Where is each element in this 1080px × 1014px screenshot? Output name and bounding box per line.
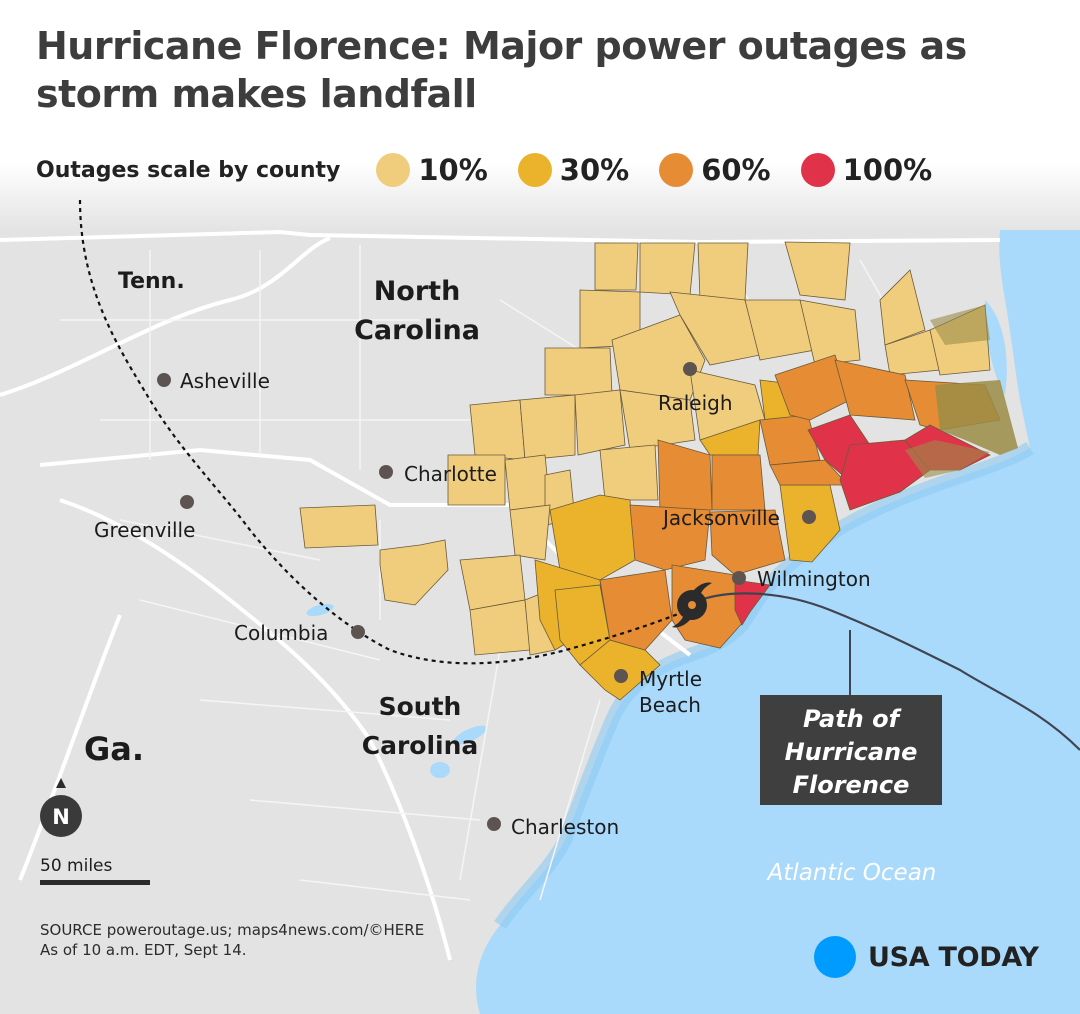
counties-10pct (299, 241, 991, 656)
greenville-marker (180, 495, 194, 509)
jacksonville-marker (802, 510, 816, 524)
legend-label: Outages scale by county (36, 157, 341, 183)
south-carolina-label-line1: South (379, 692, 462, 721)
city-labels: Asheville Greenville Charlotte Raleigh J… (94, 369, 871, 839)
legend-value-60: 60% (701, 153, 771, 187)
atlantic-ocean-label: Atlantic Ocean (766, 860, 937, 886)
hurricane-icon (672, 582, 712, 628)
north-arrow: N (40, 778, 82, 837)
columbia-label: Columbia (234, 621, 328, 645)
jacksonville-label: Jacksonville (661, 506, 780, 530)
myrtle-beach-marker (614, 669, 628, 683)
charleston-marker (487, 817, 501, 831)
tenn-label: Tenn. (118, 269, 185, 294)
charleston-label: Charleston (511, 815, 619, 839)
charlotte-marker (379, 465, 393, 479)
state-labels: Tenn. North Carolina South Carolina Ga. (84, 269, 480, 768)
title-line2: storm makes landfall (36, 72, 477, 116)
city-markers (157, 362, 816, 831)
georgia-label: Ga. (84, 730, 144, 768)
charlotte-label: Charlotte (404, 462, 497, 486)
path-label-box: Path of Hurricane Florence (760, 695, 942, 805)
legend-value-30: 30% (559, 153, 630, 187)
brand-text: USA TODAY (868, 941, 1039, 973)
legend-item-10: 10% (376, 153, 488, 187)
myrtle-beach-label-line2: Beach (639, 693, 701, 717)
legend-item-30: 30% (517, 153, 630, 187)
wilmington-label: Wilmington (757, 567, 871, 591)
legend: Outages scale by county 10% 30% 60% 100% (36, 150, 962, 190)
columbia-marker (351, 625, 365, 639)
usa-today-logo: USA TODAY (814, 936, 1039, 978)
wilmington-marker (732, 571, 746, 585)
hurricane-past-path (699, 592, 1080, 751)
title-line1: Hurricane Florence: Major power outages … (36, 24, 967, 68)
marsh-overlay (905, 305, 1018, 478)
north-carolina-label-line2: Carolina (354, 315, 480, 346)
greenville-label: Greenville (94, 518, 195, 542)
scale-label: 50 miles (40, 856, 113, 876)
myrtle-beach-label-line1: Myrtle (639, 667, 702, 691)
legend-value-10: 10% (418, 153, 488, 187)
coastal-water-band (494, 441, 1034, 929)
lake-moultrie (430, 762, 450, 778)
legend-item-100: 100% (800, 153, 933, 187)
path-label-line1: Path of (803, 705, 902, 733)
atlantic-ocean (476, 230, 1080, 1014)
source-line2: As of 10 a.m. EDT, Sept 14. (40, 941, 247, 959)
south-carolina-label-line2: Carolina (362, 731, 479, 760)
lake-marion (453, 725, 487, 745)
source-note: SOURCE poweroutage.us; maps4news.com/©HE… (40, 920, 424, 960)
north-letter: N (52, 805, 70, 829)
path-label-line3: Florence (793, 771, 910, 799)
asheville-label: Asheville (180, 369, 270, 393)
raleigh-marker (683, 362, 697, 376)
legend-swatch-10 (376, 153, 411, 187)
asheville-marker (157, 373, 171, 387)
pamlico-sound (985, 300, 1007, 395)
top-fade (0, 0, 1080, 232)
legend-item-60: 60% (659, 153, 771, 187)
north-carolina-label-line1: North (374, 276, 461, 307)
legend-swatch-100 (800, 153, 835, 187)
county-lines (60, 245, 901, 901)
brand-dot-icon (814, 936, 856, 978)
source-line1: SOURCE poweroutage.us; maps4news.com/©HE… (40, 921, 425, 939)
path-label-line2: Hurricane (785, 738, 918, 766)
scale-bar: 50 miles (40, 856, 150, 885)
legend-swatch-60 (659, 153, 694, 187)
legend-value-100: 100% (842, 153, 933, 187)
page-title: Hurricane Florence: Major power outages … (36, 22, 1046, 118)
legend-swatch-30 (517, 153, 552, 187)
raleigh-label: Raleigh (658, 391, 733, 415)
